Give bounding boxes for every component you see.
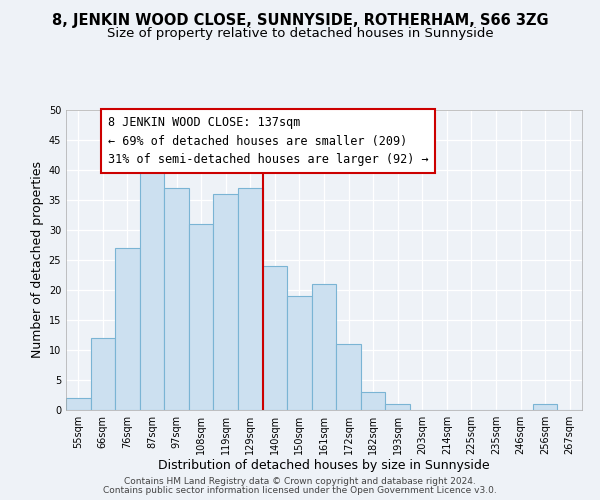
Bar [336, 344, 361, 410]
Bar [361, 392, 385, 410]
Text: Contains public sector information licensed under the Open Government Licence v3: Contains public sector information licen… [103, 486, 497, 495]
Bar [238, 188, 263, 410]
Bar [91, 338, 115, 410]
Bar [66, 398, 91, 410]
Text: 8 JENKIN WOOD CLOSE: 137sqm
← 69% of detached houses are smaller (209)
31% of se: 8 JENKIN WOOD CLOSE: 137sqm ← 69% of det… [108, 116, 428, 166]
Y-axis label: Number of detached properties: Number of detached properties [31, 162, 44, 358]
Bar [189, 224, 214, 410]
Bar [385, 404, 410, 410]
Text: 8, JENKIN WOOD CLOSE, SUNNYSIDE, ROTHERHAM, S66 3ZG: 8, JENKIN WOOD CLOSE, SUNNYSIDE, ROTHERH… [52, 12, 548, 28]
Bar [312, 284, 336, 410]
Bar [263, 266, 287, 410]
Text: Contains HM Land Registry data © Crown copyright and database right 2024.: Contains HM Land Registry data © Crown c… [124, 477, 476, 486]
Text: Size of property relative to detached houses in Sunnyside: Size of property relative to detached ho… [107, 28, 493, 40]
X-axis label: Distribution of detached houses by size in Sunnyside: Distribution of detached houses by size … [158, 458, 490, 471]
Bar [140, 170, 164, 410]
Bar [287, 296, 312, 410]
Bar [164, 188, 189, 410]
Bar [533, 404, 557, 410]
Bar [115, 248, 140, 410]
Bar [214, 194, 238, 410]
